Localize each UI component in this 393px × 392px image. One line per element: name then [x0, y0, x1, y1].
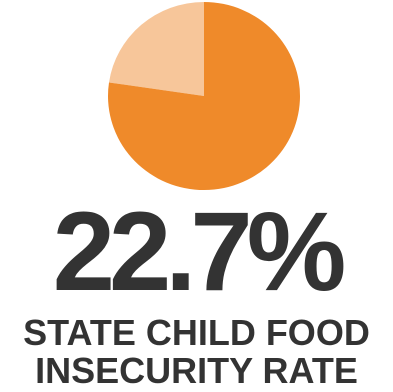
- pie-slice-0: [109, 2, 204, 96]
- food-insecurity-rate-value: 22.7%: [52, 189, 347, 314]
- pie-slice-1: [107, 2, 300, 190]
- pie-chart: [107, 2, 300, 190]
- caption-line-1: STATE CHILD FOOD: [23, 312, 370, 353]
- caption-line-2: INSECURITY RATE: [35, 350, 358, 391]
